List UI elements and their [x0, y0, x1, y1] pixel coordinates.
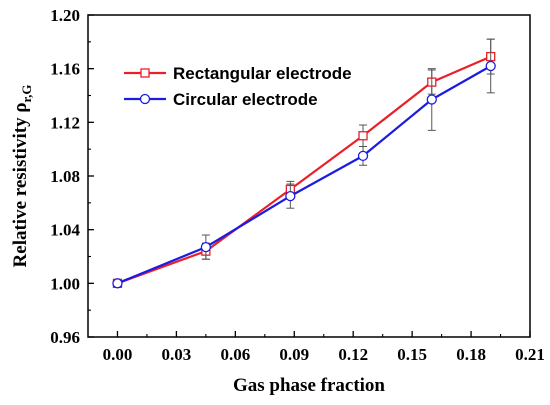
data-point-circle	[285, 190, 296, 202]
data-point-square	[358, 131, 368, 141]
y-axis-title: Relative resistivity ρr,G	[10, 85, 34, 268]
x-tick-label: 0.09	[279, 345, 309, 364]
y-tick-label: 1.20	[50, 6, 80, 25]
x-tick-label: 0.00	[103, 345, 133, 364]
data-point-circle	[485, 60, 496, 72]
legend-label-circular: Circular electrode	[173, 90, 318, 109]
series-layer	[112, 38, 496, 289]
axis-ticks	[88, 14, 531, 338]
y-tick-label: 1.04	[50, 221, 80, 240]
data-point-circle	[426, 94, 437, 105]
x-tick-label: 0.15	[397, 345, 427, 364]
y-axis-title-main: Relative resistivity ρ	[10, 103, 31, 268]
y-tick-label: 1.08	[50, 167, 80, 186]
data-point-circle	[200, 241, 212, 253]
x-tick-label: 0.06	[220, 345, 250, 364]
legend-marker-square	[140, 68, 150, 78]
y-tick-label: 0.96	[50, 328, 80, 347]
x-tick-label: 0.12	[338, 345, 368, 364]
x-tick-label: 0.18	[456, 345, 486, 364]
data-point-circle	[357, 150, 369, 162]
data-point-circle	[112, 278, 123, 289]
y-tick-label: 1.12	[50, 113, 80, 132]
x-tick-label: 0.21	[515, 345, 545, 364]
tick-labels: 0.00 0.03 0.06 0.09 0.12 0.15 0.18 0.21 0.96 1.00…	[50, 6, 545, 364]
y-axis-title-subscript: r,G	[19, 85, 34, 103]
x-axis-title: Gas phase fraction	[233, 375, 385, 396]
series-circular	[112, 38, 496, 289]
series-line	[117, 55, 492, 285]
legend: Rectangular electrode Circular electrode	[124, 64, 352, 109]
x-tick-label: 0.03	[162, 345, 192, 364]
y-tick-label: 1.00	[50, 274, 80, 293]
legend-marker-circle	[139, 93, 151, 105]
y-tick-label: 1.16	[50, 60, 80, 79]
series-line	[117, 65, 492, 285]
legend-label-rectangular: Rectangular electrode	[173, 64, 352, 83]
